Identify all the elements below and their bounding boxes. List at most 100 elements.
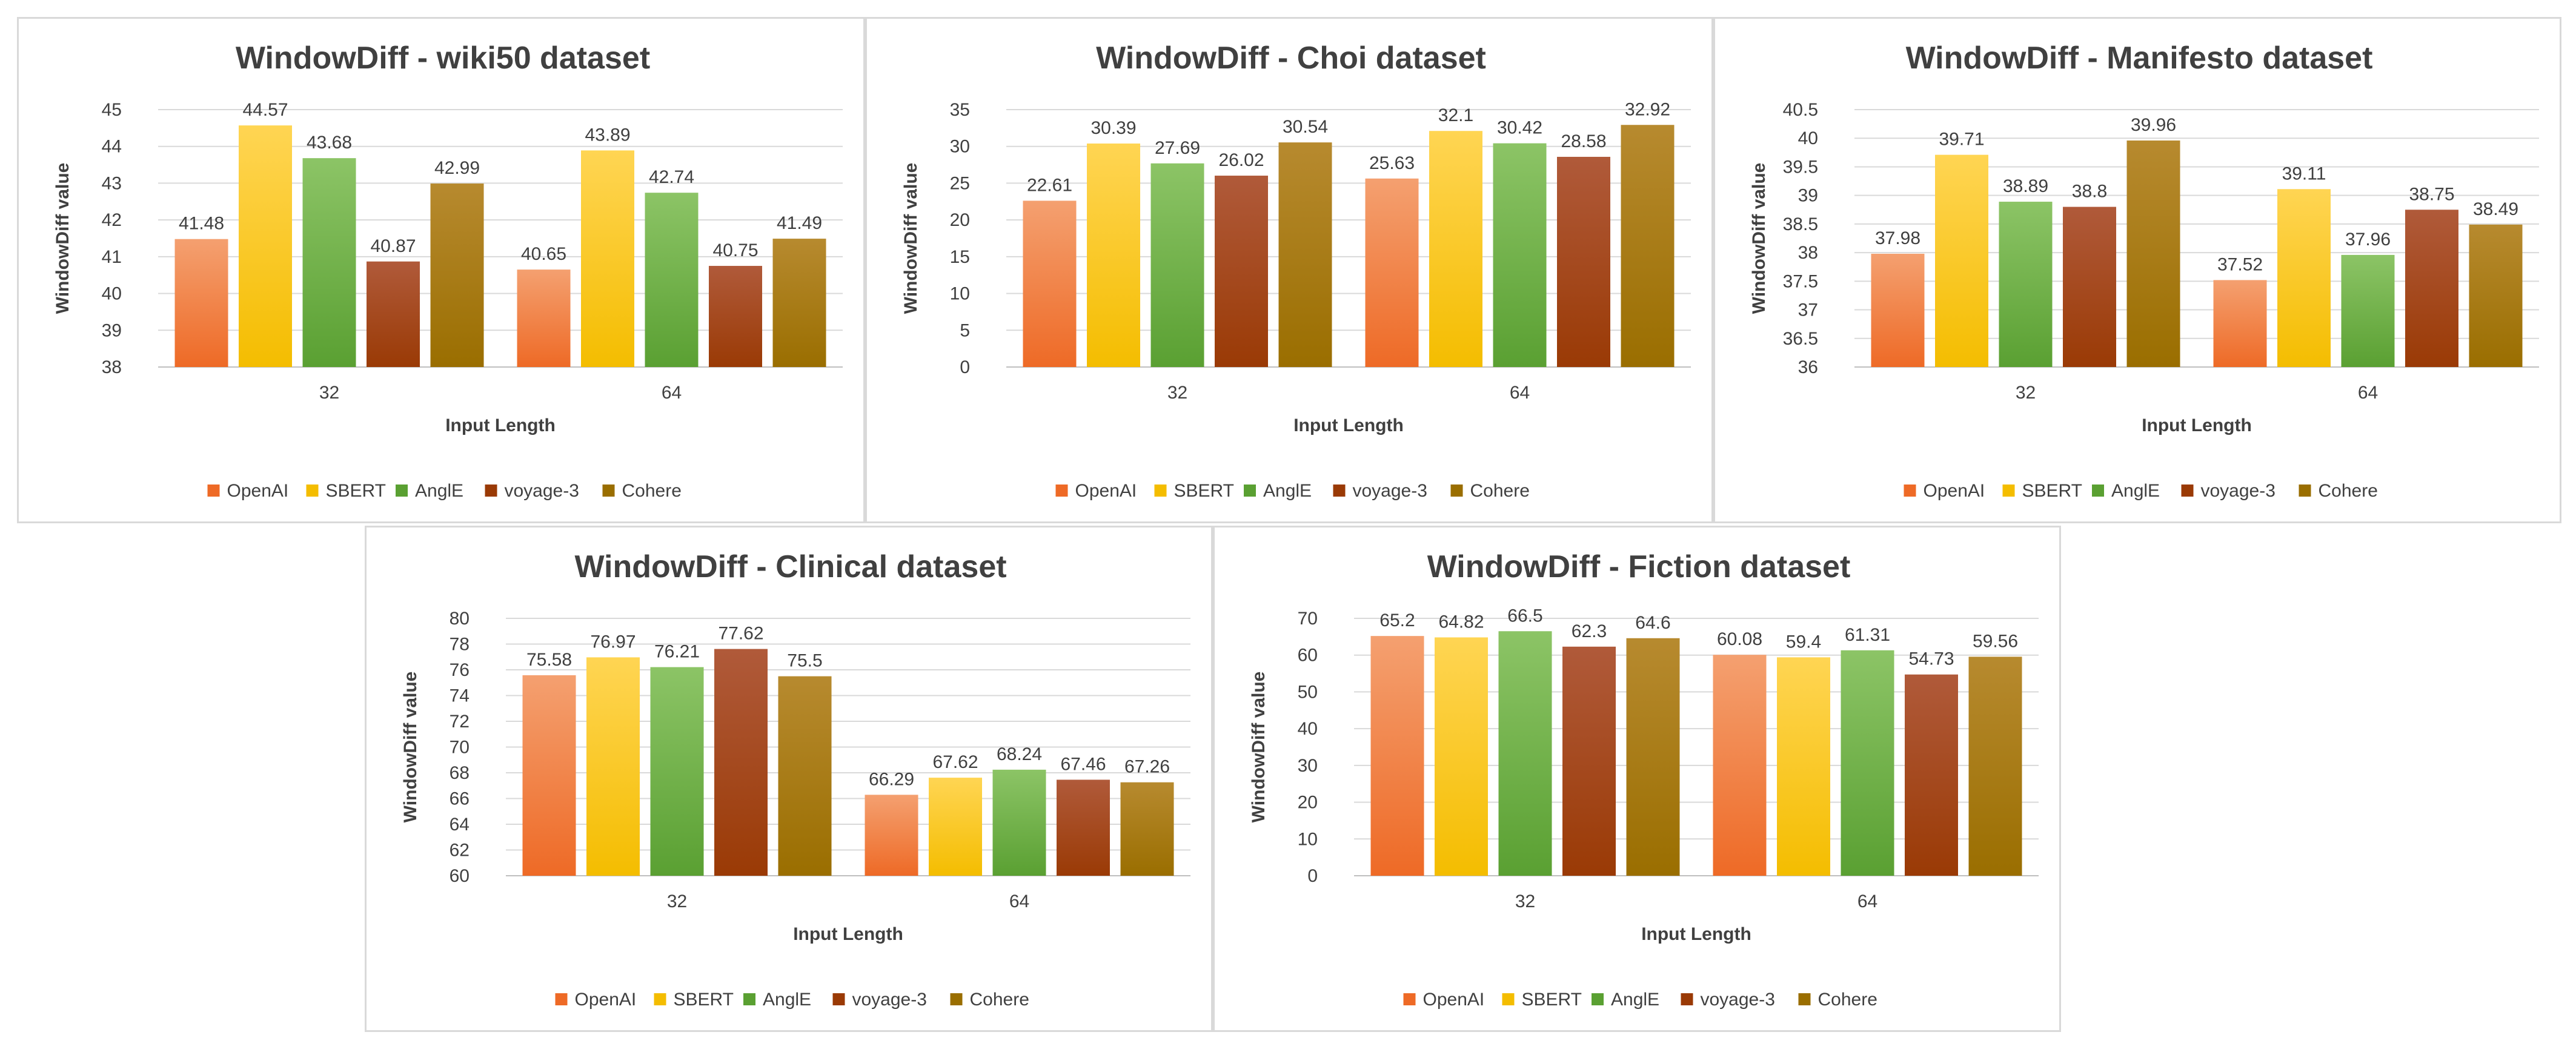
data-label: 27.69: [1155, 138, 1200, 158]
bar-cohere-64: [1968, 656, 2022, 876]
legend-label: AnglE: [415, 481, 463, 501]
x-tick-label: 32: [2016, 383, 2036, 403]
data-label: 59.56: [1973, 631, 2018, 651]
legend-label: voyage-3: [1701, 990, 1775, 1010]
data-label: 37.96: [2345, 230, 2391, 250]
data-label: 66.29: [869, 769, 914, 789]
y-tick-label: 62: [450, 841, 470, 861]
x-tick-label: 32: [1515, 891, 1535, 911]
bar-sbert-32: [239, 125, 292, 367]
data-label: 37.98: [1875, 228, 1920, 248]
legend: OpenAI SBERT AnglE voyage-3 Cohere: [207, 481, 682, 501]
y-tick-label: 70: [450, 738, 470, 758]
data-label: 66.5: [1507, 606, 1542, 626]
bar-cohere-32: [2126, 141, 2180, 367]
data-label: 65.2: [1379, 610, 1415, 630]
data-label: 64.82: [1438, 612, 1484, 632]
data-label: 54.73: [1908, 649, 1954, 669]
legend-label: voyage-3: [2201, 481, 2276, 501]
bar-voyage-3-64: [1905, 674, 1958, 876]
data-label: 62.3: [1572, 621, 1607, 641]
data-label: 26.02: [1218, 150, 1264, 170]
data-label: 37.52: [2217, 254, 2263, 274]
data-label: 41.48: [179, 214, 224, 234]
bar-voyage-3-32: [367, 261, 420, 367]
data-label: 30.42: [1497, 118, 1542, 138]
data-label: 43.89: [585, 125, 630, 145]
x-tick-label: 64: [1857, 891, 1877, 911]
bar-voyage-3-64: [1057, 779, 1110, 876]
y-tick-label: 68: [450, 763, 470, 783]
data-label: 64.6: [1635, 613, 1670, 633]
legend-label: SBERT: [1522, 990, 1582, 1010]
bar-voyage-3-64: [709, 266, 762, 367]
legend-label: AnglE: [763, 990, 811, 1010]
legend-label: SBERT: [326, 481, 386, 501]
legend-label: OpenAI: [227, 481, 289, 501]
chart-svg: WindowDiff - Manifesto dataset 36 36.5 37 37…: [1749, 41, 2539, 501]
y-tick-label: 60: [450, 866, 470, 886]
x-tick-label: 64: [1009, 891, 1029, 911]
legend-label: OpenAI: [1423, 990, 1485, 1010]
bar-angle-32: [650, 667, 704, 876]
x-axis-title: Input Length: [2142, 415, 2252, 435]
bar-openai-64: [1365, 178, 1419, 367]
bar-angle-64: [2341, 254, 2395, 367]
legend: OpenAI SBERT AnglE voyage-3 Cohere: [1403, 990, 1877, 1010]
bar-cohere-64: [1120, 782, 1174, 876]
legend-swatch: [743, 993, 755, 1005]
legend-swatch: [555, 993, 568, 1005]
y-tick-label: 36.5: [1783, 329, 1818, 349]
y-tick-label: 39.5: [1783, 157, 1818, 177]
legend-label: AnglE: [1263, 481, 1312, 501]
bar-cohere-32: [430, 184, 484, 367]
legend-label: Cohere: [1470, 481, 1530, 501]
legend-swatch: [207, 485, 220, 497]
data-label: 25.63: [1369, 153, 1415, 173]
legend-swatch: [485, 485, 497, 497]
legend: OpenAI SBERT AnglE voyage-3 Cohere: [1055, 481, 1530, 501]
bar-sbert-64: [581, 150, 634, 367]
y-tick-label: 5: [960, 320, 970, 340]
legend: OpenAI SBERT AnglE voyage-3 Cohere: [1904, 481, 2378, 501]
legend-label: voyage-3: [505, 481, 579, 501]
legend-swatch: [396, 485, 408, 497]
data-label: 32.92: [1625, 99, 1670, 119]
y-tick-label: 30: [1298, 756, 1318, 776]
legend-swatch: [1592, 993, 1604, 1005]
data-label: 42.74: [649, 167, 694, 187]
legend-label: Cohere: [1818, 990, 1877, 1010]
bar-cohere-32: [1626, 638, 1680, 876]
x-axis-title: Input Length: [1641, 924, 1751, 944]
bar-openai-32: [522, 675, 576, 876]
data-label: 59.4: [1786, 632, 1821, 652]
legend-swatch: [1450, 485, 1463, 497]
y-tick-label: 41: [102, 247, 122, 267]
legend-swatch: [2002, 485, 2015, 497]
legend-label: SBERT: [2022, 481, 2082, 501]
y-axis-title: WindowDiff value: [53, 163, 73, 314]
x-tick-label: 32: [319, 383, 339, 403]
x-tick-label: 64: [1510, 383, 1530, 403]
y-tick-label: 39: [1798, 186, 1818, 206]
data-label: 32.1: [1438, 105, 1473, 125]
chart-panel-manifesto: WindowDiff - Manifesto dataset 36 36.5 37 37…: [1713, 17, 2561, 523]
bar-voyage-3-64: [1557, 156, 1610, 367]
bar-sbert-64: [1429, 131, 1482, 367]
data-label: 38.75: [2409, 184, 2454, 204]
bar-voyage-3-32: [1562, 646, 1616, 876]
bar-sbert-64: [2277, 189, 2331, 367]
y-tick-label: 20: [1298, 793, 1318, 813]
x-axis-title: Input Length: [793, 924, 903, 944]
x-tick-label: 64: [662, 383, 682, 403]
chart-svg: WindowDiff - Choi dataset 0 5 10 15 20 25 30 35 2…: [901, 41, 1691, 501]
data-label: 38.89: [2003, 176, 2048, 196]
bar-openai-64: [865, 795, 918, 876]
y-tick-label: 37.5: [1783, 271, 1818, 291]
y-tick-label: 78: [450, 635, 470, 655]
data-label: 44.57: [242, 100, 288, 120]
data-label: 38.49: [2473, 199, 2518, 219]
bar-voyage-3-32: [1215, 176, 1268, 367]
bar-cohere-64: [1621, 125, 1675, 367]
legend-swatch: [2299, 485, 2311, 497]
